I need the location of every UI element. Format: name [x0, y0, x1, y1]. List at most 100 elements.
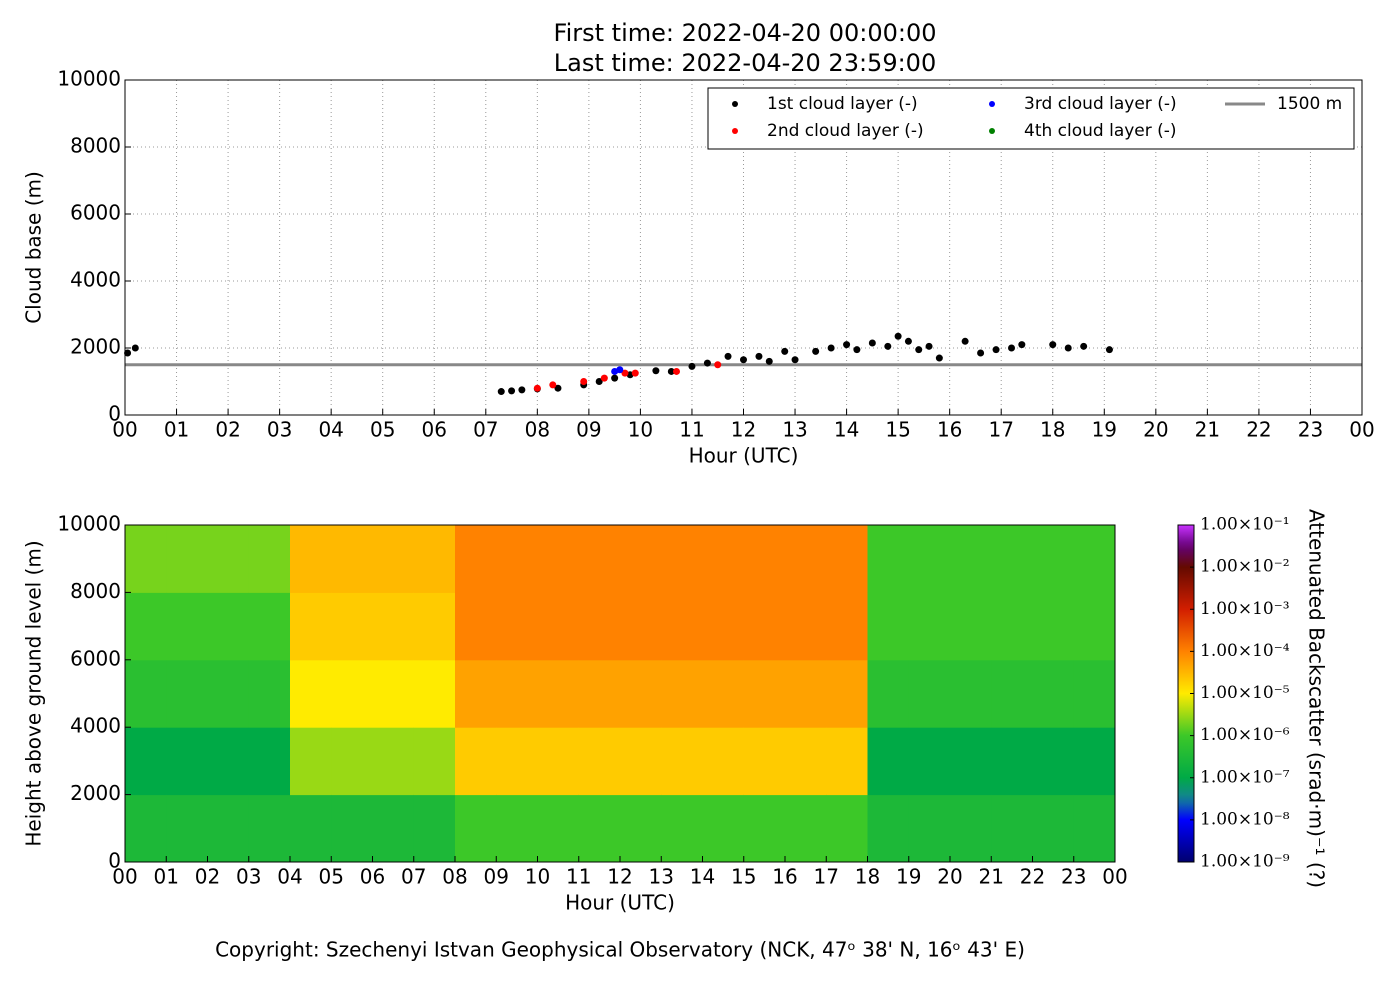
colorbar-tick-label: 1.00×10⁻⁷	[1200, 767, 1290, 787]
point	[131, 344, 139, 352]
x-tick-label: 13	[782, 418, 807, 442]
heatmap-cell	[1073, 659, 1116, 728]
colorbar-tick-label: 1.00×10⁻⁵	[1200, 683, 1290, 703]
heatmap-cell	[661, 525, 703, 593]
point	[611, 374, 619, 382]
heatmap-cell	[702, 727, 745, 796]
heatmap-cell	[908, 592, 951, 661]
heatmap-cell	[537, 592, 580, 661]
x-tick-label: 10	[628, 418, 653, 442]
colorbar-tick-label: 1.00×10⁻²	[1200, 557, 1290, 577]
point	[1018, 341, 1026, 349]
point	[508, 387, 516, 395]
point	[724, 352, 732, 360]
heatmap-cell	[826, 727, 868, 796]
legend-box	[707, 87, 1355, 150]
heatmap-cell	[125, 727, 167, 796]
point	[843, 341, 851, 349]
x-tick-label: 03	[236, 865, 261, 889]
x-tick-label: 19	[896, 865, 921, 889]
heatmap-cell	[248, 659, 291, 728]
heatmap-cell	[290, 592, 332, 661]
heatmap-cell	[743, 794, 786, 863]
heatmap-cell	[331, 659, 373, 728]
x-tick-label: 19	[1092, 418, 1117, 442]
heatmap-cell	[125, 794, 167, 863]
heatmap-cell	[413, 794, 456, 863]
heatmap-cell	[455, 592, 497, 661]
heatmap-cell	[248, 592, 291, 661]
point	[740, 356, 747, 364]
x-axis-label: Hour (UTC)	[689, 444, 799, 468]
legend-label: 1st cloud layer (-)	[767, 94, 918, 114]
heatmap-cell	[455, 659, 497, 728]
heatmap-cell	[372, 727, 415, 796]
x-tick-label: 03	[267, 418, 292, 442]
chart-title: First time: 2022-04-20 00:00:00	[554, 19, 937, 47]
point	[925, 342, 933, 350]
heatmap-cell	[826, 525, 868, 593]
point	[652, 367, 660, 375]
legend-label: 2nd cloud layer (-)	[767, 121, 924, 141]
heatmap-cell	[743, 525, 786, 593]
heatmap-cell	[166, 659, 208, 728]
heatmap-cell	[1073, 592, 1116, 661]
heatmap-cell	[372, 659, 415, 728]
heatmap-cell	[991, 659, 1033, 728]
heatmap-cell	[331, 727, 373, 796]
x-tick-label: 11	[679, 418, 704, 442]
point	[791, 356, 799, 364]
heatmap-cell	[867, 525, 910, 593]
heatmap-cell	[785, 659, 827, 728]
legend-marker	[989, 128, 995, 134]
x-tick-label: 04	[277, 865, 302, 889]
x-tick-label: 17	[814, 865, 839, 889]
heatmap-cell	[290, 727, 332, 796]
heatmap-cell	[826, 794, 868, 863]
heatmap-cell	[578, 727, 621, 796]
point	[497, 388, 505, 396]
x-tick-label: 23	[1298, 418, 1323, 442]
point	[961, 337, 969, 345]
heatmap-cell	[207, 659, 250, 728]
heatmap-cell	[125, 592, 167, 661]
heatmap-cell	[661, 659, 703, 728]
x-axis-label: Hour (UTC)	[565, 891, 675, 915]
heatmap-cell	[207, 794, 250, 863]
heatmap-cell	[331, 794, 373, 863]
point	[977, 349, 985, 357]
heatmap-cell	[166, 727, 208, 796]
heatmap-cell	[496, 794, 538, 863]
heatmap-cell	[166, 592, 208, 661]
x-tick-label: 14	[834, 418, 859, 442]
x-tick-label: 12	[731, 418, 756, 442]
heatmap-cell	[950, 794, 992, 863]
heatmap-cell	[290, 794, 332, 863]
x-tick-label: 12	[607, 865, 632, 889]
colorbar-tick-label: 1.00×10⁻⁸	[1200, 809, 1290, 829]
heatmap-cell	[455, 794, 497, 863]
footer: Copyright: Szechenyi Istvan Geophysical …	[215, 938, 1025, 962]
point	[904, 337, 912, 345]
heatmap-cell	[578, 525, 621, 593]
heatmap-cell	[991, 794, 1033, 863]
heatmap-cell	[702, 794, 745, 863]
heatmap-cell	[950, 525, 992, 593]
point	[781, 347, 789, 355]
heatmap-cell	[1032, 525, 1075, 593]
x-tick-label: 02	[195, 865, 220, 889]
x-tick-label: 05	[370, 418, 395, 442]
colorbar-tick-label: 1.00×10⁻⁹	[1200, 852, 1290, 872]
x-tick-label: 15	[731, 865, 756, 889]
heatmap-cell	[496, 592, 538, 661]
x-tick-label: 01	[154, 865, 179, 889]
x-tick-label: 22	[1246, 418, 1271, 442]
point	[621, 369, 629, 377]
point	[1105, 346, 1113, 354]
chart-subtitle: Last time: 2022-04-20 23:59:00	[554, 49, 936, 77]
heatmap-cell	[950, 592, 992, 661]
heatmap-cell	[166, 525, 208, 593]
heatmap-cell	[950, 659, 992, 728]
y-tick-label: 8000	[70, 579, 121, 603]
